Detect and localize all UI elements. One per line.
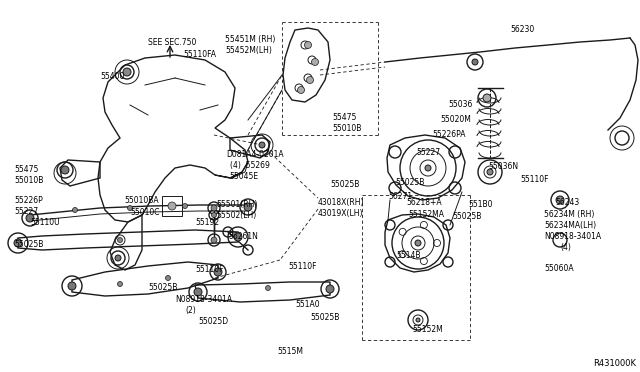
Text: 55226P: 55226P — [14, 196, 43, 205]
Text: D081A4-0201A: D081A4-0201A — [226, 150, 284, 159]
Text: 55152M: 55152M — [412, 325, 443, 334]
Circle shape — [61, 166, 69, 174]
Circle shape — [244, 203, 252, 211]
Circle shape — [68, 282, 76, 290]
Text: 551A0: 551A0 — [295, 300, 319, 309]
Circle shape — [487, 169, 493, 175]
Text: (4)  55269: (4) 55269 — [230, 161, 270, 170]
Text: 55036: 55036 — [448, 100, 472, 109]
Text: 55226PA: 55226PA — [432, 130, 465, 139]
Text: 55025B: 55025B — [310, 313, 339, 322]
Text: 55045E: 55045E — [229, 172, 258, 181]
Circle shape — [118, 237, 122, 243]
Text: 55451M (RH): 55451M (RH) — [225, 35, 275, 44]
Text: N08918-3401A: N08918-3401A — [544, 232, 601, 241]
Circle shape — [211, 212, 216, 218]
Circle shape — [425, 165, 431, 171]
Text: 43019X(LH): 43019X(LH) — [318, 209, 364, 218]
Text: 56271: 56271 — [388, 192, 412, 201]
Circle shape — [326, 285, 334, 293]
Text: 55501(RH): 55501(RH) — [216, 200, 257, 209]
Text: 55060A: 55060A — [544, 264, 573, 273]
Circle shape — [307, 77, 314, 83]
Circle shape — [166, 276, 170, 280]
Circle shape — [472, 59, 478, 65]
Circle shape — [127, 205, 132, 211]
Text: 55036N: 55036N — [488, 162, 518, 171]
Text: 55110F: 55110F — [288, 262, 317, 271]
Circle shape — [266, 285, 271, 291]
Circle shape — [415, 240, 421, 246]
Circle shape — [211, 237, 217, 243]
Circle shape — [123, 68, 131, 76]
Text: 55010C: 55010C — [130, 208, 159, 217]
Circle shape — [234, 233, 242, 241]
Text: 55475: 55475 — [14, 165, 38, 174]
Bar — [162, 196, 182, 216]
Circle shape — [214, 268, 222, 276]
Circle shape — [194, 288, 202, 296]
Text: 55152MA: 55152MA — [408, 210, 444, 219]
Text: 55110F: 55110F — [195, 265, 223, 274]
Text: 55010B: 55010B — [332, 124, 362, 133]
Circle shape — [72, 208, 77, 212]
Text: 55110U: 55110U — [30, 218, 60, 227]
Circle shape — [14, 239, 22, 247]
Circle shape — [26, 214, 34, 222]
Text: 55110FA: 55110FA — [183, 50, 216, 59]
Text: 55025B: 55025B — [452, 212, 481, 221]
Text: N08918-3401A: N08918-3401A — [175, 295, 232, 304]
Text: 55452M(LH): 55452M(LH) — [225, 46, 272, 55]
Text: 55010B: 55010B — [14, 176, 44, 185]
Circle shape — [182, 203, 188, 208]
Text: 55020M: 55020M — [440, 115, 471, 124]
Circle shape — [168, 202, 176, 210]
Circle shape — [298, 87, 305, 93]
Text: 56261N: 56261N — [228, 232, 258, 241]
Circle shape — [115, 255, 121, 261]
Text: 55227: 55227 — [14, 207, 38, 216]
Text: (2): (2) — [185, 306, 196, 315]
Text: R431000K: R431000K — [593, 359, 636, 368]
Circle shape — [556, 196, 564, 204]
Text: 55010BA: 55010BA — [124, 196, 159, 205]
Text: 55025B: 55025B — [14, 240, 44, 249]
Text: 5515M: 5515M — [277, 347, 303, 356]
Text: 55025B: 55025B — [395, 178, 424, 187]
Circle shape — [312, 58, 319, 65]
Text: (4): (4) — [560, 243, 571, 252]
Text: 55192: 55192 — [195, 218, 219, 227]
Text: 55025D: 55025D — [198, 317, 228, 326]
Text: 56234MA(LH): 56234MA(LH) — [544, 221, 596, 230]
Text: 55502(LH): 55502(LH) — [216, 211, 256, 220]
Text: 55400: 55400 — [100, 72, 124, 81]
Text: 551B0: 551B0 — [468, 200, 493, 209]
Circle shape — [416, 318, 420, 322]
Circle shape — [483, 94, 491, 102]
Text: 43018X(RH): 43018X(RH) — [318, 198, 365, 207]
Text: 5514B: 5514B — [396, 251, 420, 260]
Circle shape — [211, 205, 217, 211]
Text: SEE SEC.750: SEE SEC.750 — [148, 38, 196, 47]
Text: 56230: 56230 — [510, 25, 534, 34]
Circle shape — [259, 142, 265, 148]
Circle shape — [305, 42, 312, 48]
Text: 55227: 55227 — [416, 148, 440, 157]
Text: 55475: 55475 — [332, 113, 356, 122]
Text: 55110F: 55110F — [520, 175, 548, 184]
Text: 56234M (RH): 56234M (RH) — [544, 210, 595, 219]
Text: 56243: 56243 — [555, 198, 579, 207]
Circle shape — [118, 282, 122, 286]
Text: 55025B: 55025B — [148, 283, 177, 292]
Text: 56218+A: 56218+A — [406, 198, 442, 207]
Text: 55025B: 55025B — [330, 180, 360, 189]
